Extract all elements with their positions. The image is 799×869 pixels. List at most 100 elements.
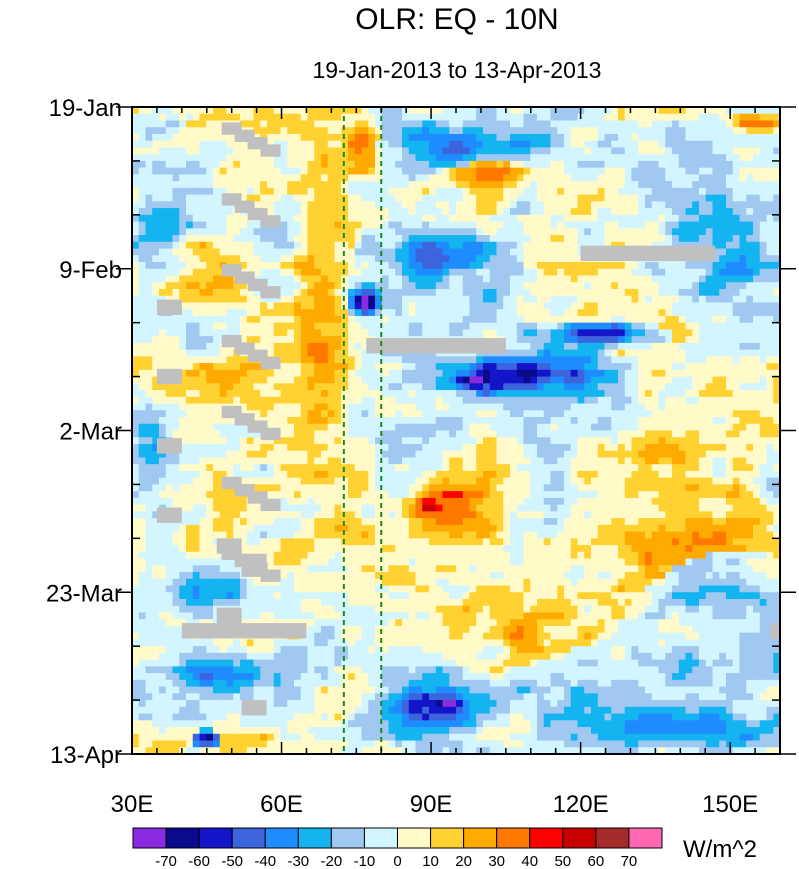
heatmap-cell — [678, 396, 687, 405]
heatmap-cell — [672, 376, 680, 384]
heatmap-cell — [597, 430, 606, 438]
heatmap-cell — [138, 113, 147, 122]
heatmap-cell — [314, 450, 322, 459]
heatmap-cell — [712, 181, 720, 189]
heatmap-cell — [516, 208, 525, 216]
heatmap-cell — [388, 221, 396, 229]
heatmap-cell — [678, 140, 687, 149]
heatmap-cell — [145, 363, 153, 371]
heatmap-cell — [523, 187, 531, 196]
heatmap-cell — [280, 383, 288, 391]
heatmap-cell — [253, 410, 261, 418]
heatmap-cell — [523, 214, 531, 223]
heatmap-cell — [564, 154, 572, 162]
heatmap-cell — [516, 248, 525, 256]
heatmap-cell — [381, 127, 390, 135]
heatmap-cell — [294, 369, 302, 378]
heatmap-cell — [165, 235, 174, 243]
heatmap-cell — [685, 437, 693, 445]
heatmap-cell — [618, 336, 626, 344]
heatmap-cell — [300, 113, 309, 122]
heatmap-cell — [138, 443, 147, 452]
heatmap-cell — [658, 107, 666, 115]
heatmap-cell — [354, 127, 363, 135]
heatmap-cell — [334, 133, 342, 142]
heatmap-cell — [732, 133, 741, 142]
heatmap-cell — [705, 174, 714, 182]
heatmap-cell — [422, 214, 430, 223]
heatmap-cell — [469, 275, 477, 283]
heatmap-cell — [132, 214, 140, 223]
heatmap-cell — [287, 423, 295, 432]
heatmap-cell — [510, 309, 518, 317]
heatmap-cell — [462, 403, 471, 411]
heatmap-cell — [240, 396, 248, 405]
heatmap-cell — [564, 315, 572, 324]
heatmap-cell — [145, 349, 153, 357]
heatmap-cell — [253, 167, 261, 175]
heatmap-cell — [503, 356, 511, 364]
heatmap-cell — [543, 363, 552, 371]
heatmap-cell — [132, 450, 140, 459]
heatmap-cell — [138, 201, 147, 209]
heatmap-cell — [543, 410, 552, 418]
heatmap-cell — [557, 194, 565, 202]
heatmap-cell — [321, 309, 329, 317]
heatmap-cell — [361, 268, 369, 277]
heatmap-cell — [699, 369, 707, 378]
heatmap-cell — [402, 275, 410, 283]
heatmap-cell — [462, 262, 471, 270]
heatmap-cell — [726, 376, 734, 384]
heatmap-cell — [395, 309, 403, 317]
heatmap-cell — [705, 450, 714, 459]
heatmap-cell — [449, 255, 457, 263]
heatmap-cell — [381, 174, 390, 182]
heatmap-cell — [618, 315, 626, 324]
heatmap-cell — [462, 140, 471, 149]
heatmap-cell — [604, 187, 612, 196]
heatmap-cell — [138, 410, 147, 418]
heatmap-cell — [732, 383, 741, 391]
heatmap-cell — [712, 275, 720, 283]
heatmap-cell — [334, 410, 342, 418]
heatmap-cell — [280, 302, 288, 310]
heatmap-cell — [570, 221, 579, 229]
heatmap-cell — [152, 160, 160, 169]
heatmap-cell — [726, 160, 734, 169]
heatmap-cell — [611, 235, 619, 243]
heatmap-cell — [469, 120, 477, 128]
heatmap-cell — [422, 120, 430, 128]
heatmap-cell — [314, 329, 322, 337]
heatmap-cell — [179, 228, 187, 236]
heatmap-cell — [395, 174, 403, 182]
heatmap-cell — [300, 208, 309, 216]
heatmap-cell — [773, 356, 781, 364]
heatmap-cell — [624, 221, 633, 229]
heatmap-cell — [692, 336, 700, 344]
heatmap-cell — [577, 181, 585, 189]
heatmap-cell — [584, 349, 592, 357]
heatmap-cell — [503, 140, 511, 149]
heatmap-cell — [307, 376, 315, 384]
heatmap-cell — [408, 450, 417, 459]
heatmap-cell — [665, 376, 673, 384]
heatmap-cell — [753, 443, 761, 452]
heatmap-cell — [543, 174, 552, 182]
heatmap-cell — [678, 214, 687, 223]
heatmap-cell — [233, 376, 241, 384]
heatmap-cell — [645, 437, 653, 445]
heatmap-cell — [759, 107, 768, 115]
heatmap-cell — [402, 268, 410, 277]
heatmap-cell — [132, 423, 140, 432]
heatmap-cell — [361, 147, 369, 155]
heatmap-cell — [422, 181, 430, 189]
heatmap-cell — [746, 201, 754, 209]
heatmap-cell — [186, 140, 194, 149]
heatmap-cell — [773, 383, 781, 391]
heatmap-cell — [503, 214, 511, 223]
heatmap-cell — [334, 248, 342, 256]
heatmap-cell — [327, 390, 336, 398]
heatmap-cell — [645, 127, 653, 135]
heatmap-cell — [145, 295, 153, 304]
